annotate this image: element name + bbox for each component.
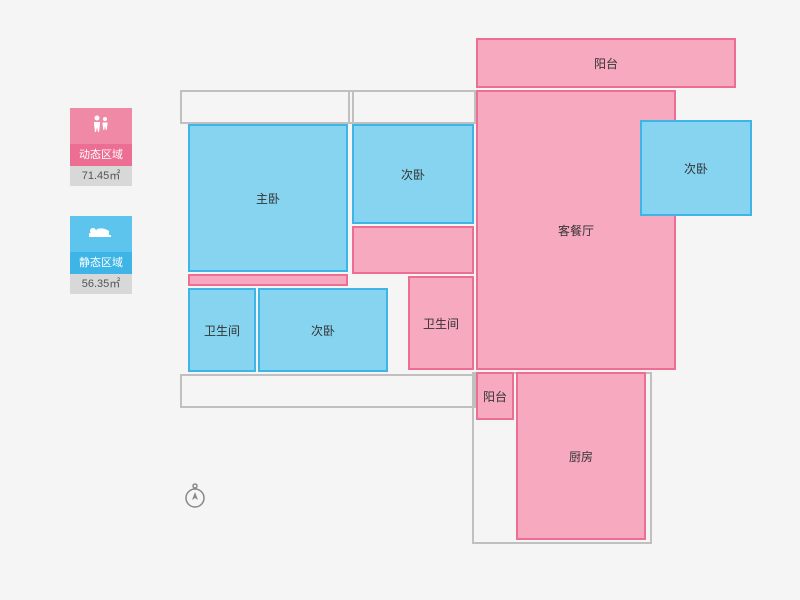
outline-seg <box>348 90 354 124</box>
room-bathroom1: 卫生间 <box>188 288 256 372</box>
room-balcony-small: 阳台 <box>476 372 514 420</box>
legend-dynamic: 动态区域 71.45㎡ <box>70 108 132 186</box>
people-icon <box>89 114 113 139</box>
room-hallway <box>352 226 474 274</box>
room-label: 客餐厅 <box>558 222 594 239</box>
legend-panel: 动态区域 71.45㎡ 静态区域 56.35㎡ <box>70 108 132 324</box>
room-hallway2 <box>188 274 348 286</box>
room-balcony-top: 阳台 <box>476 38 736 88</box>
room-label: 阳台 <box>594 55 618 72</box>
room-label: 卫生间 <box>204 322 240 339</box>
legend-dynamic-value: 71.45㎡ <box>70 166 132 186</box>
outline-seg <box>180 374 476 408</box>
room-label: 次卧 <box>401 166 425 183</box>
room-label: 厨房 <box>569 448 593 465</box>
legend-static-value: 56.35㎡ <box>70 274 132 294</box>
room-bedroom2-bot: 次卧 <box>258 288 388 372</box>
room-label: 次卧 <box>684 160 708 177</box>
legend-static-label: 静态区域 <box>70 252 132 274</box>
legend-dynamic-label: 动态区域 <box>70 144 132 166</box>
room-bedroom2-mid: 次卧 <box>352 124 474 224</box>
outline-seg <box>180 90 476 124</box>
room-bedroom2-right: 次卧 <box>640 120 752 216</box>
floorplan: 阳台客餐厅次卧主卧次卧卫生间次卧卫生间阳台厨房 <box>180 30 780 590</box>
legend-dynamic-icon <box>70 108 132 144</box>
legend-static-icon <box>70 216 132 252</box>
room-label: 次卧 <box>311 322 335 339</box>
room-kitchen: 厨房 <box>516 372 646 540</box>
room-bathroom2: 卫生间 <box>408 276 474 370</box>
room-label: 阳台 <box>483 388 507 405</box>
room-label: 卫生间 <box>423 315 459 332</box>
room-master-bedroom: 主卧 <box>188 124 348 272</box>
legend-static: 静态区域 56.35㎡ <box>70 216 132 294</box>
sleep-icon <box>87 223 115 246</box>
room-label: 主卧 <box>256 190 280 207</box>
